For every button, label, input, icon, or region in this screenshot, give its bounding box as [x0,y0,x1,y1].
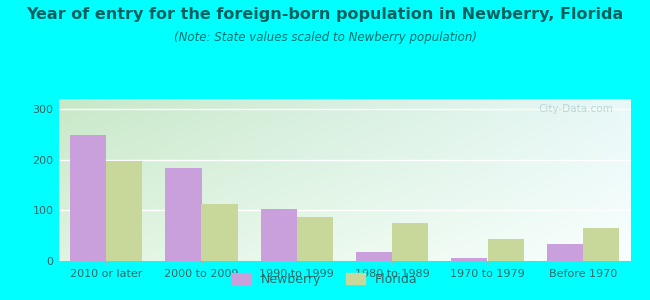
Bar [451,258,488,261]
Bar [261,209,297,261]
Bar [202,204,238,261]
Bar [547,244,583,261]
Text: City-Data.com: City-Data.com [539,104,614,114]
Bar [392,223,428,261]
Bar [165,168,202,261]
Legend: Newberry, Florida: Newberry, Florida [227,268,422,291]
Bar [297,217,333,261]
Bar [106,161,142,261]
Bar [356,252,392,261]
Text: (Note: State values scaled to Newberry population): (Note: State values scaled to Newberry p… [174,32,476,44]
Bar [488,239,524,261]
Bar [583,228,619,261]
Bar [70,135,106,261]
Text: Year of entry for the foreign-born population in Newberry, Florida: Year of entry for the foreign-born popul… [27,8,623,22]
